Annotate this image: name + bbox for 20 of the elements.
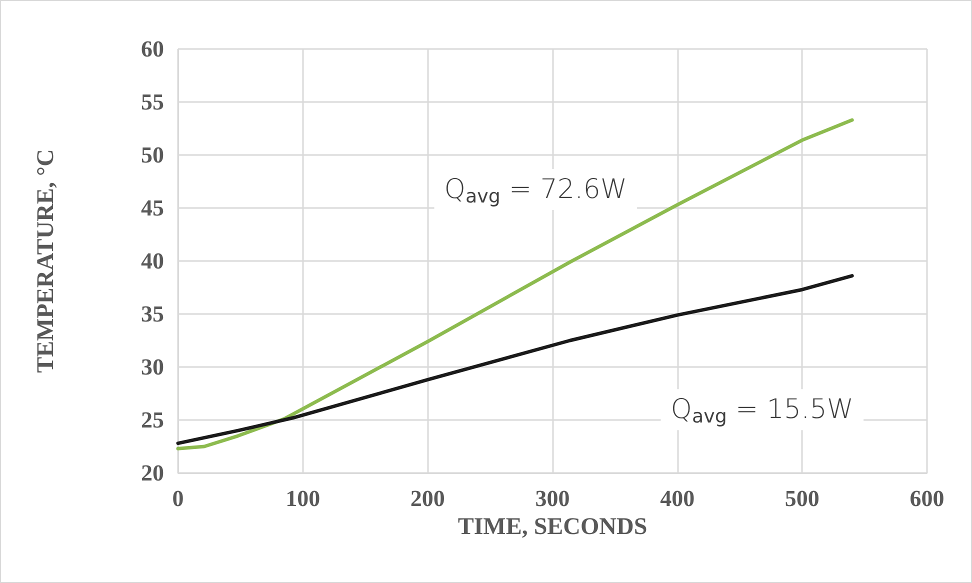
y-tick-label: 60 xyxy=(141,36,164,62)
y-tick-label: 30 xyxy=(141,354,164,380)
y-tick-label: 45 xyxy=(141,196,164,220)
line-series xyxy=(176,274,854,446)
y-tick-label: 35 xyxy=(141,302,164,326)
x-tick-label: 100 xyxy=(286,486,320,511)
x-tick-label: 300 xyxy=(535,486,570,511)
x-tick-label: 500 xyxy=(784,486,820,511)
x-tick-label: 200 xyxy=(410,486,445,511)
x-tick-label: 600 xyxy=(910,486,944,511)
y-tick-label: 55 xyxy=(141,90,164,114)
line-series xyxy=(176,118,854,450)
x-tick-label: 0 xyxy=(172,486,184,511)
y-tick-label: 50 xyxy=(141,142,164,168)
y-tick-label: 25 xyxy=(141,408,164,432)
x-tick-label: 400 xyxy=(660,486,695,511)
y-tick-label: 20 xyxy=(141,460,164,486)
y-tick-label: 40 xyxy=(141,248,164,274)
y-axis-title: TEMPERATURE, °C xyxy=(33,149,59,373)
x-axis-title: TIME, SECONDS xyxy=(458,514,648,540)
